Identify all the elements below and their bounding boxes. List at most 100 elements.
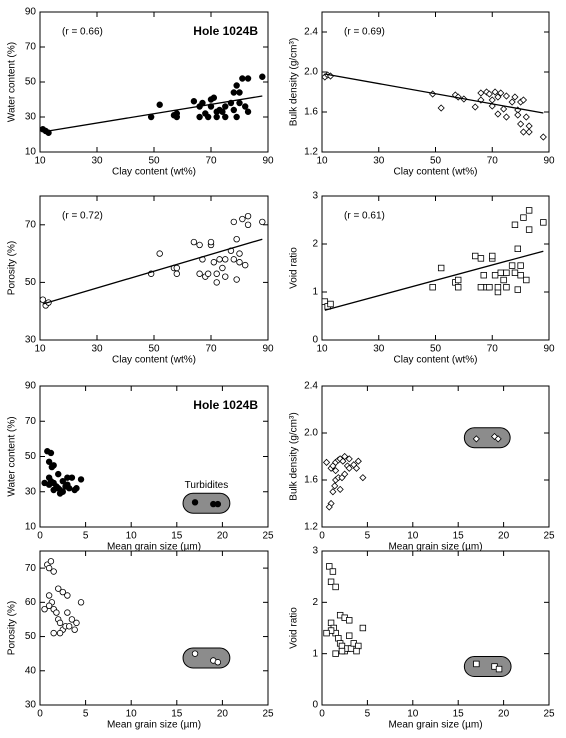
- y-tick-label: 3: [312, 546, 318, 557]
- data-point: [236, 250, 243, 257]
- data-point: [517, 271, 524, 279]
- x-tick-label: 70: [205, 156, 217, 167]
- data-point: [77, 476, 85, 483]
- y-axis-label: Void ratio: [289, 247, 300, 289]
- data-point: [71, 486, 78, 494]
- data-point: [191, 499, 199, 506]
- x-tick-label: 20: [498, 709, 510, 720]
- data-point: [497, 269, 504, 276]
- data-point: [525, 226, 533, 233]
- data-point: [473, 660, 480, 668]
- data-point: [196, 113, 203, 121]
- data-point: [345, 455, 353, 463]
- y-axis-label: Bulk density (g/cm³): [289, 412, 300, 500]
- data-point: [500, 105, 508, 113]
- y-tick-label: 2: [312, 597, 318, 608]
- x-tick-label: 15: [171, 531, 183, 542]
- y-tick-label: 90: [25, 7, 37, 18]
- x-tick-label: 90: [543, 344, 555, 355]
- x-tick-label: 0: [37, 709, 43, 720]
- data-point: [429, 283, 436, 291]
- y-tick-label: 1.6: [304, 475, 318, 486]
- x-tick-label: 90: [262, 156, 274, 167]
- data-point: [520, 214, 527, 221]
- data-point: [325, 503, 333, 511]
- data-point: [514, 286, 521, 293]
- data-point: [471, 103, 479, 111]
- data-point: [322, 458, 331, 466]
- turbidite-label: Turbidites: [185, 480, 229, 491]
- data-point: [213, 113, 220, 121]
- data-point: [332, 650, 339, 657]
- data-point: [210, 94, 218, 101]
- data-point: [477, 283, 485, 291]
- x-tick-label: 25: [262, 531, 274, 542]
- x-axis-label: Clay content (wt%): [112, 355, 196, 366]
- data-point: [173, 270, 180, 277]
- data-point: [73, 619, 80, 627]
- data-point: [359, 474, 367, 482]
- data-point: [196, 270, 203, 277]
- data-point: [514, 111, 522, 119]
- data-point: [494, 110, 502, 118]
- data-point: [354, 457, 362, 465]
- x-tick-label: 15: [171, 709, 183, 720]
- data-point: [213, 279, 220, 286]
- data-point: [327, 578, 335, 585]
- x-tick-label: 25: [543, 709, 555, 720]
- x-tick-label: 30: [373, 344, 385, 355]
- x-tick-label: 70: [487, 344, 499, 355]
- data-point: [244, 75, 252, 82]
- y-tick-label: 2.4: [304, 27, 318, 38]
- data-point: [173, 264, 180, 272]
- x-tick-label: 5: [83, 709, 89, 720]
- data-point: [327, 300, 334, 308]
- x-tick-label: 50: [148, 344, 160, 355]
- x-axis-label: Mean grain size (µm): [107, 720, 201, 731]
- data-point: [341, 470, 349, 478]
- x-tick-label: 15: [453, 709, 465, 720]
- x-axis-label: Clay content (wt%): [394, 355, 478, 366]
- data-point: [222, 103, 229, 110]
- y-tick-label: 1: [312, 287, 318, 298]
- data-point: [489, 252, 496, 260]
- turbidite-box: [463, 656, 512, 677]
- data-point: [522, 113, 530, 121]
- data-point: [45, 564, 53, 572]
- data-point: [346, 632, 353, 639]
- data-point: [64, 592, 71, 599]
- regression-line: [42, 95, 263, 133]
- x-axis-label: Mean grain size (µm): [107, 542, 201, 553]
- y-tick-label: 10: [25, 147, 37, 158]
- y-tick-label: 1.2: [304, 147, 318, 158]
- data-point: [332, 467, 340, 475]
- data-point: [71, 626, 78, 633]
- data-point: [454, 276, 462, 284]
- data-point: [190, 238, 198, 246]
- data-point: [517, 262, 524, 269]
- data-point: [331, 482, 339, 490]
- data-point: [230, 256, 237, 263]
- data-point: [511, 93, 519, 101]
- x-tick-label: 70: [487, 156, 499, 167]
- panel: 10 30 50 70 90 10 30 50 70 90 Clay content (wt%) Wa…: [7, 7, 274, 178]
- data-point: [68, 616, 76, 623]
- x-tick-label: 10: [316, 156, 328, 167]
- data-point: [502, 92, 511, 100]
- data-point: [65, 623, 73, 630]
- data-point: [523, 276, 530, 284]
- data-point: [55, 585, 62, 592]
- data-point: [494, 283, 502, 291]
- r-label: (r = 0.69): [344, 27, 385, 38]
- data-point: [230, 218, 237, 226]
- data-point: [41, 605, 48, 613]
- x-tick-label: 70: [205, 344, 217, 355]
- data-point: [519, 96, 528, 104]
- y-axis-label: Water content (%): [7, 416, 18, 496]
- data-point: [56, 490, 64, 497]
- data-point: [53, 609, 60, 616]
- x-tick-label: 90: [262, 344, 274, 355]
- x-tick-label: 10: [34, 156, 46, 167]
- data-point: [59, 477, 66, 485]
